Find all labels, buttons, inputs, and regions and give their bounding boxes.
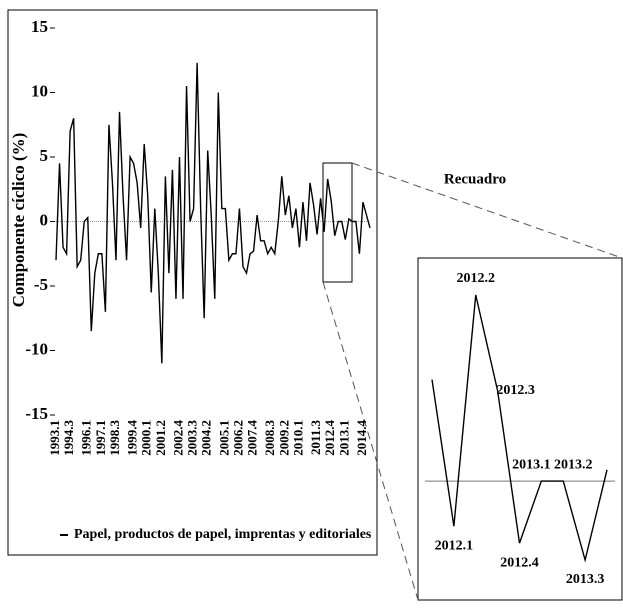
x-tick-label: 1996.1 [79, 420, 94, 456]
point-label: 2012.1 [435, 538, 474, 553]
x-tick-label: 2002.4 [170, 420, 185, 456]
y-tick-label: 5 [40, 146, 49, 165]
chart-frame [7, 9, 378, 556]
x-tick-label: 2012.4 [322, 420, 337, 456]
y-tick-label: 15 [31, 17, 48, 36]
point-label: 2013.1 [512, 457, 551, 472]
x-tick-label: 2011.3 [308, 420, 323, 456]
x-tick-label: 1998.3 [107, 420, 122, 456]
x-tick-label: 2000.1 [139, 420, 154, 456]
point-label: 2012.2 [457, 271, 496, 286]
x-tick-label: 1999.4 [125, 420, 140, 456]
x-tick-label: 2014.4 [354, 420, 369, 456]
legend-label: Papel, productos de papel, imprentas y e… [74, 527, 372, 542]
point-label: 2013.3 [566, 572, 605, 587]
y-tick-label: 10 [31, 81, 48, 100]
x-tick-label: 2001.2 [153, 420, 168, 456]
data-line [55, 62, 371, 364]
x-tick-label: 2010.1 [290, 420, 305, 456]
x-tick-label: 2004.2 [199, 420, 214, 456]
x-tick-label: 2003.3 [185, 420, 200, 456]
y-axis-label: Componente cíclico (%) [9, 133, 28, 308]
point-label: 2013.2 [554, 457, 593, 472]
inset-frame [417, 257, 623, 601]
data-line [431, 294, 608, 563]
x-tick-label: 2007.4 [245, 420, 260, 456]
x-tick-label: 2013.1 [336, 420, 351, 456]
y-tick-label: 0 [40, 210, 49, 229]
y-tick-label: -15 [25, 404, 48, 423]
point-label: 2012.4 [500, 555, 539, 570]
connector [322, 281, 419, 601]
y-tick-label: -10 [25, 339, 48, 358]
x-tick-label: 1993.1 [47, 420, 62, 456]
x-tick-label: 2005.1 [216, 420, 231, 456]
x-tick-label: 2006.2 [230, 420, 245, 456]
y-tick-label: -5 [34, 275, 48, 294]
inset-title: Recuadro [444, 171, 506, 187]
x-tick-label: 2009.2 [276, 420, 291, 456]
x-tick-label: 2008.3 [262, 420, 277, 456]
connector [351, 162, 623, 259]
point-label: 2012.3 [496, 383, 535, 398]
x-tick-label: 1994.3 [61, 420, 76, 456]
x-tick-label: 1997.1 [93, 420, 108, 456]
